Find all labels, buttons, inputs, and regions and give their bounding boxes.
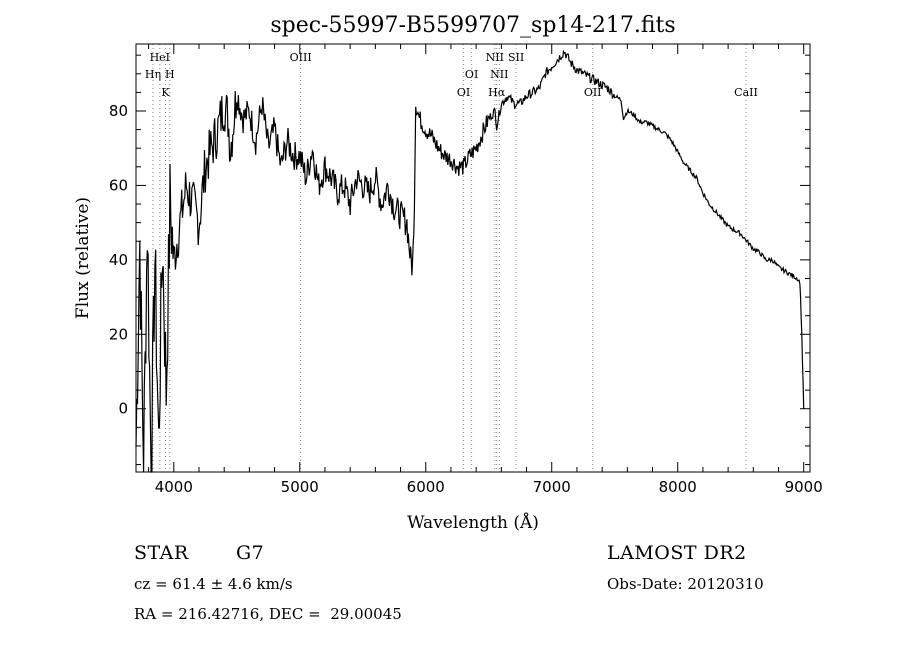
x-tick-label: 6000 xyxy=(407,478,445,496)
x-tick-label: 7000 xyxy=(533,478,571,496)
y-tick-label: 60 xyxy=(109,176,128,194)
y-tick-label: 0 xyxy=(118,400,128,418)
y-axis-label: Flux (relative) xyxy=(73,197,93,319)
x-tick-label: 5000 xyxy=(281,478,319,496)
spectral-line-label: OI xyxy=(465,68,478,81)
spectral-line-label: OI xyxy=(457,86,470,99)
object-class: STAR xyxy=(134,542,189,564)
x-tick-label: 4000 xyxy=(155,478,193,496)
spectral-line-label: NII xyxy=(490,68,508,81)
spectral-line-label: OII xyxy=(584,86,602,99)
plot-frame xyxy=(135,43,811,473)
survey-name: LAMOST DR2 xyxy=(607,542,747,564)
spectral-line-label: Hη xyxy=(145,68,161,81)
chart-title: spec-55997-B5599707_sp14-217.fits xyxy=(270,13,675,38)
spectral-line-label: Hα xyxy=(488,86,506,99)
x-axis-ticks: 4000 5000 6000 7000 8000 9000 xyxy=(148,44,823,496)
spectral-line-markers xyxy=(152,44,747,472)
x-axis-label: Wavelength (Å) xyxy=(407,512,539,533)
y-tick-label: 80 xyxy=(109,102,128,120)
spectral-line-label: H xyxy=(165,68,175,81)
coordinates: RA = 216.42716, DEC = 29.00045 xyxy=(134,605,402,623)
spectrum-series-line xyxy=(135,49,805,473)
spectral-line-label: K xyxy=(161,86,170,99)
spectral-line-label: CaII xyxy=(734,86,758,99)
spectral-line-label: HeI xyxy=(150,51,170,64)
y-tick-label: 40 xyxy=(109,251,128,269)
y-tick-label: 20 xyxy=(109,325,128,343)
observation-date: Obs-Date: 20120310 xyxy=(607,575,764,593)
x-tick-label: 8000 xyxy=(659,478,697,496)
object-subclass: G7 xyxy=(236,542,265,564)
spectral-line-label: OIII xyxy=(290,51,312,64)
x-tick-label: 9000 xyxy=(785,478,823,496)
spectral-line-label: NII xyxy=(486,51,504,64)
y-axis-ticks: 0 20 40 60 80 xyxy=(109,54,810,466)
redshift-velocity: cz = 61.4 ± 4.6 km/s xyxy=(134,575,293,593)
spectral-line-label: SII xyxy=(508,51,524,64)
